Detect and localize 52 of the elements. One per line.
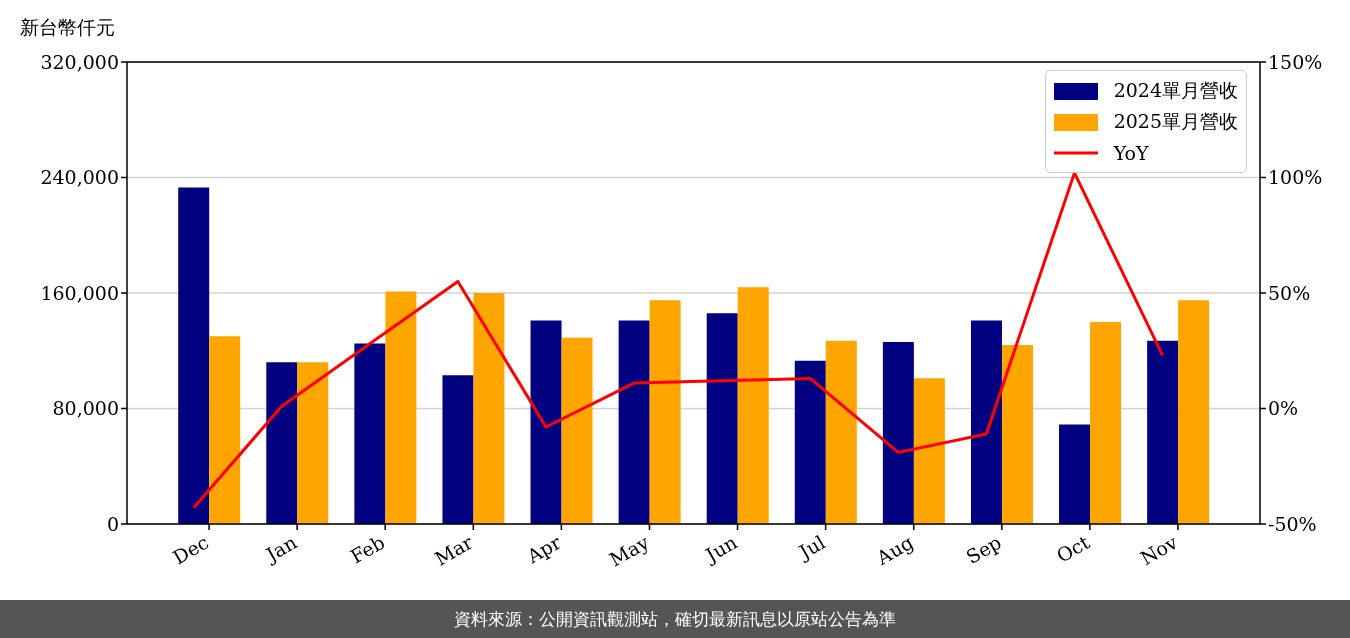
source-note: 資料來源：公開資訊觀測站，確切最新訊息以原站公告為準 [454,609,896,629]
bar [706,313,738,524]
bar [649,300,681,524]
x-tick-label: Jan [260,530,301,567]
legend-label: YoY [1113,141,1149,164]
x-tick-label: Jul [793,530,829,564]
x-tick-label: Mar [430,530,478,570]
bar [473,293,505,524]
bar [882,342,914,524]
bar [1059,424,1091,524]
y2-tick-label: 50% [1268,281,1311,304]
legend-label: 2024單月營收 [1113,77,1238,103]
y-tick-label: 160,000 [40,281,119,304]
bar [530,320,562,524]
bar [297,362,329,524]
x-tick-label: Jun [700,530,741,567]
bar [970,320,1002,524]
y-axis-title: 新台幣仟元 [20,15,115,40]
x-tick-label: Sep [962,530,1005,569]
bar [561,337,593,524]
bar [794,360,826,524]
bar [913,378,945,524]
bar [1001,344,1033,524]
x-tick-label: Dec [169,530,213,569]
y-tick-label: 80,000 [52,397,119,420]
x-tick-label: Aug [871,530,917,570]
y2-tick-label: 150% [1268,50,1323,73]
bar [354,343,386,524]
y-tick-label: 320,000 [40,50,119,73]
bar [618,320,650,524]
x-tick-label: May [605,530,653,571]
x-tick-label: Nov [1136,530,1182,570]
bar [737,287,769,524]
x-tick-label: Feb [346,530,389,568]
y2-tick-label: -50% [1268,512,1317,535]
y2-tick-label: 100% [1268,166,1323,189]
y-tick-label: 0 [106,512,119,535]
bar [385,291,417,524]
bar [209,336,241,524]
bar [442,375,474,524]
legend-label: 2025單月營收 [1113,108,1238,134]
bar [266,362,298,524]
bar [178,187,210,524]
y2-tick-label: 0% [1268,397,1299,420]
bar [825,340,857,524]
bar [1178,300,1210,524]
line-series [192,171,1165,510]
bar [1147,340,1179,524]
y-tick-label: 240,000 [40,166,119,189]
bar [1090,321,1122,524]
x-tick-label: Apr [522,530,566,568]
x-tick-label: Oct [1052,530,1094,567]
